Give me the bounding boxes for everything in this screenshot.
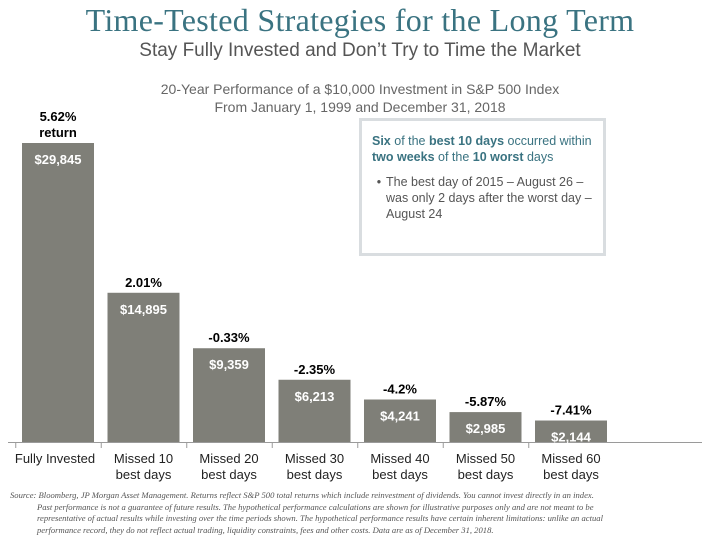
callout-headline-part: Six xyxy=(372,134,391,148)
bar-value-label: $29,845 xyxy=(35,152,82,167)
bar-return-label: -0.33% xyxy=(208,330,250,345)
bar-value-label: $2,144 xyxy=(551,430,592,445)
x-tick-label: best days xyxy=(116,467,172,482)
bar-return-label: 2.01% xyxy=(125,275,162,290)
x-tick-label: Missed 50 xyxy=(456,451,515,466)
page-title: Time-Tested Strategies for the Long Term xyxy=(85,2,635,38)
page-subtitle: Stay Fully Invested and Don’t Try to Tim… xyxy=(139,40,581,61)
callout-headline-part: days xyxy=(523,150,554,164)
bar-chart: $29,845 5.62%return Fully Invested $14,895 2… xyxy=(8,109,702,482)
chart-heading: 20-Year Performance of a $10,000 Investm… xyxy=(0,80,720,116)
bar-return-label: -5.87% xyxy=(465,394,507,409)
source-line: Past performance is not a guarantee of f… xyxy=(37,501,594,512)
x-tick-label: Fully Invested xyxy=(15,451,95,466)
x-tick-label: best days xyxy=(543,467,599,482)
x-tick-label: Missed 40 xyxy=(370,451,429,466)
callout-headline-part: best 10 days xyxy=(429,134,505,148)
bar xyxy=(364,399,436,442)
x-tick-label: Missed 20 xyxy=(199,451,258,466)
bar-return-label: -4.2% xyxy=(383,382,417,397)
source-line: representative of actual results while i… xyxy=(37,513,603,523)
x-tick-label: Missed 30 xyxy=(285,451,344,466)
x-tick-label: best days xyxy=(287,467,343,482)
x-tick-label: best days xyxy=(372,467,428,482)
source-line: Source: Bloomberg, JP Morgan Asset Manag… xyxy=(10,490,594,500)
chart-subtitle: From January 1, 1999 and December 31, 20… xyxy=(214,99,506,115)
bar xyxy=(449,412,522,442)
callout-headline-part: 10 worst xyxy=(472,150,524,164)
callout-headline-part: two weeks xyxy=(372,150,435,164)
callout-bullet-text: The best day of 2015 – August 26 – was o… xyxy=(386,175,592,221)
bar-value-label: $6,213 xyxy=(295,389,335,404)
bar xyxy=(193,348,265,442)
bar-return-suffix: return xyxy=(39,125,77,140)
bar-return-label: -2.35% xyxy=(294,362,336,377)
callout-headline-part: of the xyxy=(390,134,429,148)
bar-return-label: -7.41% xyxy=(550,403,592,418)
bar xyxy=(535,420,607,442)
x-tick-label: best days xyxy=(458,467,514,482)
bar-value-label: $4,241 xyxy=(380,409,420,424)
source-line: performance record, they do not reflect … xyxy=(37,524,494,535)
source-footnote: Source: Bloomberg, JP Morgan Asset Manag… xyxy=(10,490,715,536)
callout-box: Six of the best 10 days occurred within … xyxy=(359,118,606,256)
callout-headline-part: occurred within xyxy=(504,134,592,148)
bar xyxy=(107,292,180,442)
bullet-dot-icon: • xyxy=(376,175,382,189)
callout-bullet: • The best day of 2015 – August 26 – was… xyxy=(372,174,593,222)
bar xyxy=(22,143,94,442)
x-tick-label: Missed 60 xyxy=(541,451,600,466)
bar-return-label: 5.62% xyxy=(40,109,77,124)
chart-title: 20-Year Performance of a $10,000 Investm… xyxy=(160,81,560,97)
bar-value-label: $14,895 xyxy=(120,302,167,317)
bar-value-label: $9,359 xyxy=(209,357,249,372)
callout-headline-part: of the xyxy=(434,150,473,164)
callout-headline: Six of the best 10 days occurred within … xyxy=(372,133,593,165)
bar-value-label: $2,985 xyxy=(466,421,506,436)
x-tick-label: Missed 10 xyxy=(114,451,173,466)
bar xyxy=(278,379,351,442)
x-tick-label: best days xyxy=(201,467,257,482)
